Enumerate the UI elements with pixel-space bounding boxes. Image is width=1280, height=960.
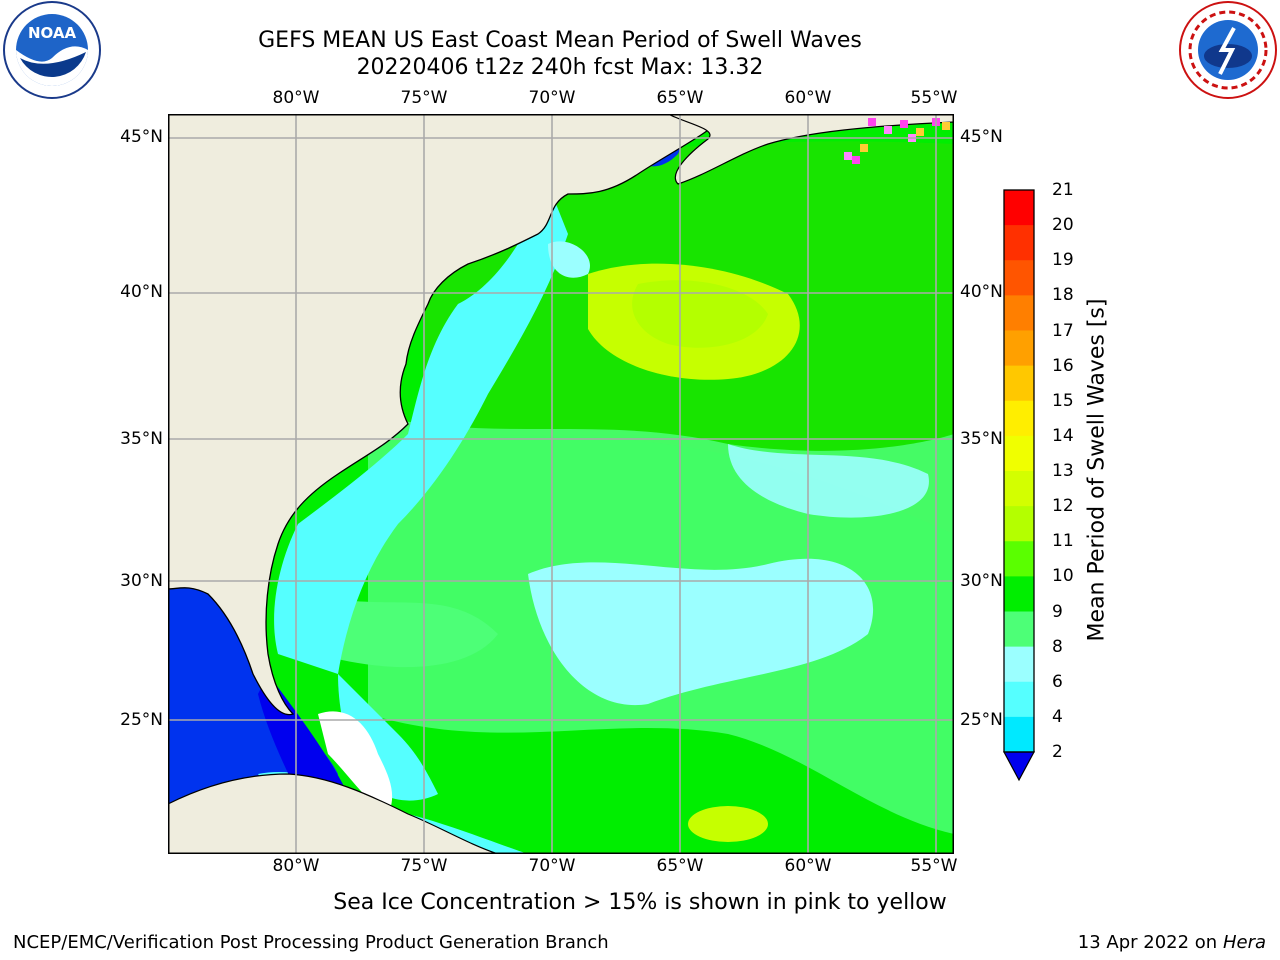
colorbar-tick-label: 8	[1052, 636, 1063, 657]
colorbar-title: Mean Period of Swell Waves [s]	[1084, 298, 1110, 642]
colorbar-band	[1004, 541, 1034, 577]
colorbar-band	[1004, 435, 1034, 472]
lat-tick-left: 25°N	[120, 710, 163, 730]
lon-tick-top: 60°W	[784, 88, 832, 108]
sea-ice-caption: Sea Ice Concentration > 15% is shown in …	[333, 890, 947, 915]
colorbar-band	[1004, 365, 1034, 402]
lat-tick-right: 40°N	[960, 282, 1003, 302]
lon-tick-top: 75°W	[400, 88, 448, 108]
colorbar-extend-arrow	[1002, 751, 1036, 782]
colorbar-tick-label: 9	[1052, 601, 1063, 622]
lon-tick-top: 55°W	[910, 88, 958, 108]
colorbar-band	[1004, 260, 1034, 296]
colorbar-tick-label: 15	[1052, 390, 1074, 411]
lon-tick-bottom: 70°W	[528, 856, 576, 876]
lat-tick-left: 35°N	[120, 429, 163, 449]
colorbar-tick-label: 19	[1052, 250, 1074, 271]
colorbar-tick-label: 4	[1052, 706, 1063, 727]
map-title: GEFS MEAN US East Coast Mean Period of S…	[258, 28, 862, 53]
lat-tick-right: 45°N	[960, 127, 1003, 147]
colorbar-tick-label: 20	[1052, 215, 1074, 236]
colorbar-tick-label: 6	[1052, 671, 1063, 692]
lat-tick-left: 45°N	[120, 127, 163, 147]
footer-date-text: 13 Apr 2022 on	[1077, 932, 1223, 953]
noaa-logo-text: NOAA	[28, 24, 77, 42]
lon-tick-bottom: 80°W	[272, 856, 320, 876]
lat-tick-left: 40°N	[120, 282, 163, 302]
lat-tick-right: 25°N	[960, 710, 1003, 730]
colorbar-band	[1004, 400, 1034, 437]
colorbar-tick-label: 11	[1052, 531, 1074, 552]
low-period-region	[528, 558, 874, 706]
colorbar-tick-label: 2	[1052, 742, 1063, 762]
footer-credit: NCEP/EMC/Verification Post Processing Pr…	[13, 932, 609, 953]
colorbar-tick-label: 14	[1052, 425, 1074, 446]
bahamas-banks	[318, 711, 393, 814]
lon-tick-top: 80°W	[272, 88, 320, 108]
colorbar-tick-label: 10	[1052, 566, 1074, 587]
map-subtitle: 20220406 t12z 240h fcst Max: 13.32	[356, 55, 764, 80]
colorbar-band	[1004, 330, 1034, 367]
colorbar-band	[1004, 506, 1034, 542]
land-maritimes	[667, 114, 954, 185]
colorbar-band	[1004, 471, 1034, 507]
land-cuba	[168, 773, 499, 854]
colorbar-tick-label: 21	[1052, 180, 1074, 200]
colorbar-tick-label: 13	[1052, 461, 1074, 481]
lat-tick-left: 30°N	[120, 571, 163, 591]
map-panel	[168, 114, 954, 854]
land-us	[168, 114, 729, 716]
colorbar-tick-label: 16	[1052, 355, 1074, 376]
footer-date: 13 Apr 2022 on Hera	[1078, 932, 1266, 953]
colorbar-band	[1004, 225, 1034, 261]
colorbar-tick-label: 17	[1052, 320, 1074, 341]
colorbar-band	[1004, 295, 1034, 331]
graticule	[168, 114, 954, 854]
colorbar-band	[1004, 190, 1034, 226]
colorbar-band	[1004, 681, 1034, 718]
colorbar-band	[1004, 576, 1034, 612]
colorbar-band	[1004, 646, 1034, 683]
nws-logo	[1176, 0, 1280, 100]
lon-tick-bottom: 65°W	[656, 856, 704, 876]
nws-logo-icon	[1179, 1, 1277, 99]
lon-tick-bottom: 75°W	[400, 856, 448, 876]
colorbar	[1002, 189, 1036, 782]
footer-host: Hera	[1222, 932, 1266, 953]
colorbar-tick-label: 18	[1052, 285, 1074, 306]
lat-tick-right: 30°N	[960, 571, 1003, 591]
noaa-logo: NOAA	[0, 0, 105, 100]
colorbar-band	[1004, 611, 1034, 648]
colorbar-band	[1004, 716, 1034, 753]
noaa-logo-icon: NOAA	[3, 1, 101, 99]
lat-tick-right: 35°N	[960, 429, 1003, 449]
colorbar-tick-label: 12	[1052, 496, 1074, 517]
lon-tick-top: 65°W	[656, 88, 704, 108]
lon-tick-bottom: 55°W	[910, 856, 958, 876]
lon-tick-bottom: 60°W	[784, 856, 832, 876]
lon-tick-top: 70°W	[528, 88, 576, 108]
